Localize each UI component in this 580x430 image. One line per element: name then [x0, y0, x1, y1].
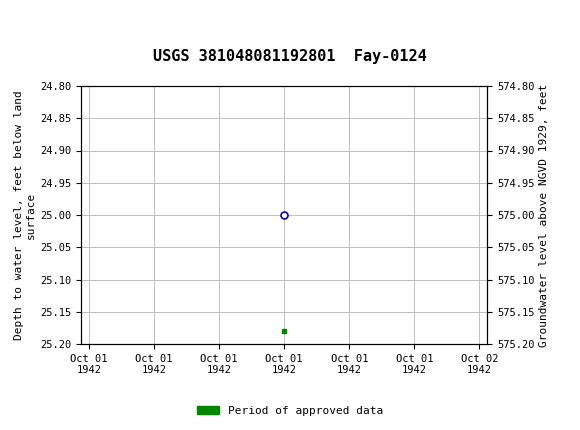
Legend: Period of approved data: Period of approved data	[193, 401, 387, 420]
Text: USGS 381048081192801  Fay-0124: USGS 381048081192801 Fay-0124	[153, 49, 427, 64]
Text: USGS: USGS	[32, 9, 87, 27]
Y-axis label: Groundwater level above NGVD 1929, feet: Groundwater level above NGVD 1929, feet	[539, 83, 549, 347]
Y-axis label: Depth to water level, feet below land
surface: Depth to water level, feet below land su…	[14, 90, 36, 340]
